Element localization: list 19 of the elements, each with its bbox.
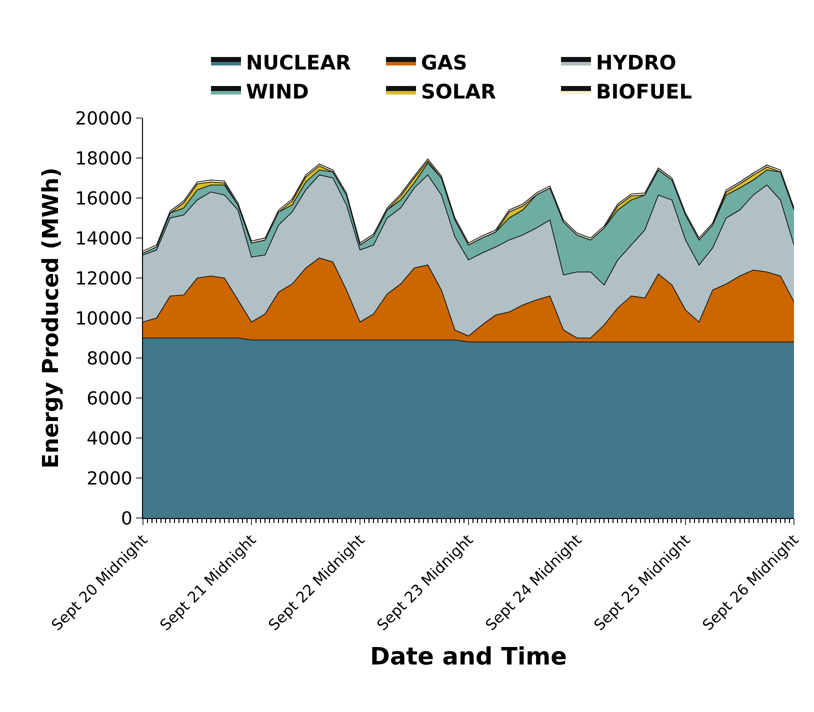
y-tick-label: 16000 xyxy=(75,188,132,210)
legend-label: HYDRO xyxy=(596,50,676,74)
legend-label: NUCLEAR xyxy=(246,50,351,74)
y-axis-title: Energy Produced (MWh) xyxy=(38,167,64,469)
y-tick-label: 12000 xyxy=(75,268,132,290)
y-tick-label: 4000 xyxy=(86,428,132,450)
legend-label: GAS xyxy=(421,50,468,74)
legend-label: SOLAR xyxy=(421,79,496,104)
y-tick-label: 2000 xyxy=(86,468,132,490)
y-tick-label: 8000 xyxy=(86,348,132,370)
y-tick-label: 10000 xyxy=(75,308,132,330)
y-tick-label: 20000 xyxy=(75,108,132,130)
legend-label: BIOFUEL xyxy=(596,79,692,104)
y-tick-label: 6000 xyxy=(86,388,132,410)
legend-label: WIND xyxy=(246,79,309,104)
y-tick-label: 0 xyxy=(120,508,132,530)
y-tick-label: 18000 xyxy=(75,148,132,170)
y-tick-label: 14000 xyxy=(75,228,132,250)
x-axis-title: Date and Time xyxy=(370,642,567,670)
